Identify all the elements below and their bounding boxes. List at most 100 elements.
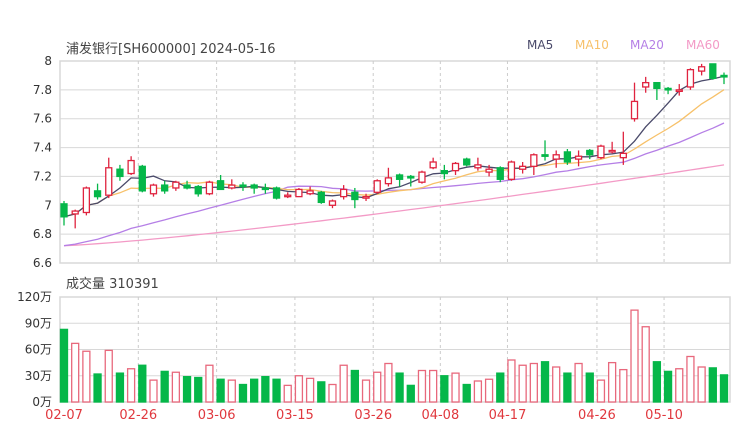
ma5-line (63, 75, 725, 218)
volume-tick-label: 90万 (25, 316, 52, 330)
volume-bar-down (440, 375, 449, 403)
candle-down (261, 187, 270, 191)
volume-bar-up (339, 364, 348, 403)
candle-down (496, 167, 504, 180)
candle-up (474, 164, 482, 169)
candle-up (362, 195, 370, 199)
volume-bar-down (261, 375, 270, 403)
candle-down (586, 149, 594, 156)
candle-up (82, 187, 91, 214)
volume-tick-label: 30万 (25, 369, 52, 383)
volume-tick-label: 120万 (17, 290, 52, 304)
ma20-line (63, 122, 725, 247)
price-tick-label: 7.6 (33, 112, 52, 126)
legend-ma5[interactable]: MA5 (527, 38, 554, 52)
volume-bar-down (115, 372, 125, 403)
volume-bar-up (361, 379, 371, 403)
candle-up (675, 89, 683, 93)
volume-bar-up (171, 371, 181, 403)
date-tick-label: 03-15 (276, 408, 314, 423)
volume-bar-up (697, 366, 706, 403)
candle-up (284, 194, 292, 198)
candle-down (317, 191, 325, 204)
volume-bar-up (484, 378, 494, 403)
candle-up (71, 210, 79, 215)
candle-up (205, 181, 214, 195)
volume-bar-down (496, 372, 505, 403)
volume-bar-up (417, 369, 427, 403)
candle-up (340, 188, 348, 198)
candle-up (686, 69, 695, 88)
candle-up (127, 159, 135, 175)
candle-down (161, 184, 169, 192)
volume-title: 成交量 310391 (66, 277, 159, 292)
volume-bar-down (652, 361, 662, 403)
volume-bar-down (59, 328, 69, 403)
ma60-line (63, 164, 725, 247)
volume-bar-up (305, 377, 315, 403)
volume-bar-up (596, 379, 606, 403)
candle-down (720, 74, 728, 78)
volume-bar-up (619, 368, 628, 403)
volume-bar-up (529, 362, 538, 403)
volume-bar-down (272, 378, 281, 403)
price-tick-label: 6.8 (33, 227, 52, 241)
volume-bar-up (384, 362, 393, 403)
volume-bar-down (563, 372, 572, 403)
volume-bar-down (216, 378, 225, 403)
candle-up (518, 165, 527, 170)
candle-up (574, 155, 583, 160)
volume-bar-up (283, 384, 292, 403)
volume-bar-up (574, 362, 583, 403)
legend-ma10[interactable]: MA10 (575, 38, 609, 52)
volume-bar-down (160, 370, 169, 403)
legend-ma20[interactable]: MA20 (630, 38, 664, 52)
volume-bar-down (138, 364, 147, 403)
candle-down (183, 184, 191, 189)
date-tick-label: 03-06 (198, 408, 236, 423)
price-tick-label: 6.6 (33, 256, 52, 270)
candle-down (395, 174, 404, 180)
candle-up (384, 177, 393, 185)
legend-ma60[interactable]: MA60 (686, 38, 720, 52)
price-tick-label: 7.4 (33, 141, 52, 155)
candle-down (272, 187, 281, 199)
volume-bar-down (250, 378, 259, 403)
candle-down (709, 63, 717, 79)
volume-bar-up (328, 383, 337, 403)
candle-up (429, 161, 437, 169)
candle-up (328, 200, 337, 206)
candle-down (216, 180, 225, 191)
candle-down (138, 165, 146, 192)
volume-bar-up (518, 364, 527, 403)
volume-bar-down (406, 384, 415, 403)
candle-down (463, 158, 471, 166)
volume-bar-down (719, 374, 729, 403)
date-tick-label: 03-26 (354, 408, 392, 423)
candle-up (619, 152, 627, 159)
candle-up (418, 171, 426, 183)
candle-up (172, 181, 180, 189)
candle-up (507, 161, 516, 180)
volume-bar-down (238, 383, 248, 403)
date-tick-label: 02-07 (45, 408, 83, 423)
candle-down (563, 151, 572, 163)
candle-up (149, 184, 158, 195)
price-tick-label: 7.2 (33, 169, 52, 183)
volume-bar-up (675, 368, 684, 403)
candle-up (642, 81, 650, 88)
volume-bar-up (507, 359, 516, 403)
volume-tick-label: 0万 (32, 395, 52, 409)
candle-down (250, 184, 258, 189)
price-panel-frame (59, 60, 731, 264)
volume-bar-down (350, 369, 359, 403)
volume-bar-down (462, 383, 471, 403)
date-tick-label: 02-26 (119, 408, 157, 423)
candle-up (451, 162, 460, 172)
candle-down (351, 191, 359, 201)
volume-bar-up (373, 371, 382, 403)
price-tick-label: 7.8 (33, 83, 52, 97)
candle-down (60, 203, 68, 218)
volume-bar-up (473, 380, 483, 403)
